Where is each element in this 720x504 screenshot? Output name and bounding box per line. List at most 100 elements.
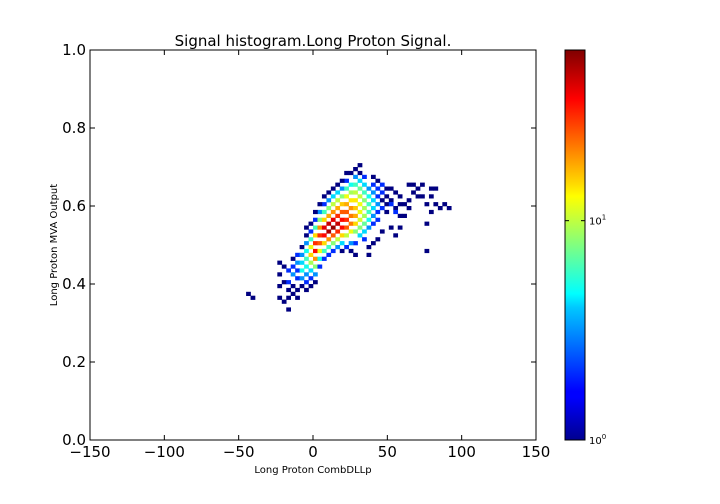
heatmap-cell [290, 264, 296, 269]
x-tick-label: −100 [144, 443, 185, 461]
heatmap-cell [344, 217, 349, 222]
heatmap-cell [420, 194, 425, 199]
heatmap-cell [308, 284, 314, 289]
heatmap-cell [353, 182, 358, 187]
heatmap-cell [339, 225, 345, 230]
heatmap-cell [335, 190, 341, 195]
heatmap-cell [317, 233, 323, 238]
heatmap-cell [366, 245, 372, 250]
heatmap-cell [393, 233, 399, 238]
heatmap-cell [375, 194, 381, 199]
heatmap-cell [353, 198, 358, 203]
heatmap-cell [348, 229, 354, 234]
heatmap-cell [317, 241, 323, 246]
heatmap-cell [321, 248, 327, 254]
heatmap-cell [330, 233, 336, 238]
heatmap-cell [362, 206, 367, 211]
heatmap-cell [286, 268, 291, 273]
heatmap-cell [357, 209, 363, 215]
heatmap-cell [335, 237, 341, 242]
heatmap-cell [348, 182, 354, 187]
heatmap-cell [366, 252, 372, 257]
heatmap-cell [362, 182, 367, 187]
y-axis-label: Long Proton MVA Output [49, 184, 60, 306]
heatmap-cell [357, 233, 363, 238]
heatmap-cell [397, 194, 403, 199]
heatmap-cell [357, 170, 363, 176]
heatmap-cell [384, 209, 390, 215]
heatmap-cell [321, 241, 327, 246]
heatmap-cell [353, 206, 358, 211]
heatmap-cell [348, 213, 354, 218]
heatmap-cell [402, 202, 407, 207]
heatmap-cell [446, 206, 452, 211]
heatmap-cell [317, 202, 323, 207]
y-tick-label: 1.0 [62, 41, 86, 59]
heatmap-cell [344, 186, 349, 191]
heatmap-cell [348, 248, 354, 254]
heatmap-cell [313, 248, 318, 254]
heatmap-cell [353, 252, 358, 257]
heatmap-cell [344, 170, 349, 176]
heatmap-cell [317, 264, 323, 269]
heatmap-cell [353, 167, 358, 172]
heatmap-cell [330, 186, 336, 191]
heatmap-cell [281, 264, 287, 269]
plot-frame [89, 49, 537, 441]
colorbar-tick-label: 101 [589, 214, 606, 228]
heatmap-cell [428, 194, 434, 199]
heatmap-cell [366, 194, 372, 199]
heatmap-cell [384, 186, 390, 191]
heatmap-cell [375, 178, 381, 183]
heatmap-cell [299, 260, 305, 265]
heatmap-cell [286, 307, 291, 312]
heatmap-cell [281, 299, 287, 304]
heatmap-cell [330, 217, 336, 222]
heatmap-cell [370, 198, 376, 203]
heatmap-cell [295, 260, 300, 265]
heatmap-cell [326, 213, 332, 218]
heatmap-cell [384, 202, 390, 207]
heatmap-cell [348, 241, 354, 246]
heatmap-cell [321, 202, 327, 207]
heatmap-cell [304, 264, 309, 269]
colorbar-tick-label: 100 [589, 433, 606, 447]
colorbar-gradient [565, 50, 585, 440]
heatmap-cell [277, 295, 283, 300]
heatmap-cell [375, 237, 381, 242]
heatmap-cell [366, 209, 372, 215]
heatmap-cell [304, 280, 309, 285]
heatmap-cell [353, 174, 358, 179]
heatmap-cell [290, 284, 296, 289]
heatmap-cell [299, 268, 305, 273]
heatmap-cell [317, 248, 323, 254]
heatmap-cell [326, 229, 332, 234]
heatmap-cell [308, 221, 314, 226]
heatmap-cell [321, 209, 327, 215]
heatmap-cell [370, 221, 376, 226]
x-tick-label: 0 [308, 443, 318, 461]
heatmap-cell [339, 241, 345, 246]
y-tick-label: 0.2 [62, 353, 86, 371]
heatmap-cell [308, 260, 314, 265]
heatmap-cell [437, 206, 443, 211]
colorbar-frame [564, 49, 586, 441]
heatmap-cell [335, 198, 341, 203]
heatmap-cell [308, 268, 314, 273]
heatmap-cell [277, 272, 283, 277]
heatmap-cell [335, 206, 341, 211]
heatmap-cell [290, 272, 296, 277]
heatmap-cell [366, 202, 372, 207]
x-axis-label: Long Proton CombDLLp [254, 465, 371, 476]
heatmap-cell [424, 202, 430, 207]
heatmap-cell [353, 213, 358, 218]
heatmap-cell [339, 209, 345, 215]
heatmap-cell [281, 280, 287, 285]
heatmap-cell [379, 190, 385, 195]
x-tick-label: 100 [447, 443, 476, 461]
heatmap-cell [424, 248, 430, 254]
heatmap-cell [357, 186, 363, 191]
heatmap-cell [321, 194, 327, 199]
heatmap-cell [393, 209, 399, 215]
heatmap-cell [299, 245, 305, 250]
